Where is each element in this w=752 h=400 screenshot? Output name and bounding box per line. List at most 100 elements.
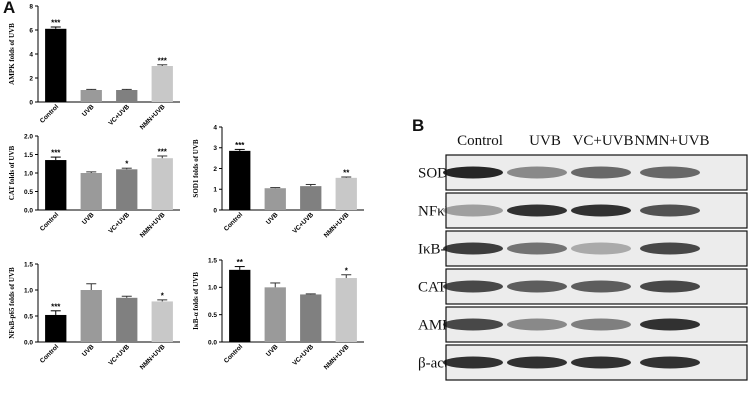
bar-NMN+UVB bbox=[151, 66, 173, 102]
y-axis-label: CAT folds of UVB bbox=[8, 145, 16, 200]
bar-Control bbox=[45, 160, 67, 210]
blot-band bbox=[640, 280, 700, 293]
y-axis-label: SOD1 folds of UVB bbox=[192, 139, 200, 197]
y-tick-label: 0 bbox=[29, 99, 33, 106]
y-tick-label: 0.5 bbox=[208, 312, 217, 319]
significance-marker: ** bbox=[237, 258, 244, 267]
y-axis-label: IκB-α folds of UVB bbox=[192, 272, 200, 330]
blot-row-label: CAT bbox=[418, 280, 446, 296]
bar-NMN+UVB bbox=[335, 278, 357, 342]
significance-marker: * bbox=[125, 160, 129, 169]
bar-VC+UVB bbox=[116, 90, 138, 102]
blot-band bbox=[507, 280, 567, 293]
bar-Control bbox=[45, 314, 67, 342]
blot-row: CAT bbox=[418, 268, 748, 305]
panel-b-label: B bbox=[412, 116, 425, 135]
y-tick-label: 2.0 bbox=[24, 133, 33, 140]
y-axis-label: NFκB-p65 folds of UVB bbox=[8, 267, 16, 339]
y-tick-label: 6 bbox=[29, 27, 33, 34]
blot-band bbox=[571, 204, 631, 217]
blot-band bbox=[507, 242, 567, 255]
blot-band bbox=[571, 280, 631, 293]
blot-row: β-actin bbox=[418, 344, 748, 381]
y-tick-label: 1.5 bbox=[24, 261, 33, 268]
significance-marker: * bbox=[161, 291, 165, 300]
significance-marker: ** bbox=[343, 169, 350, 178]
significance-marker: *** bbox=[51, 19, 61, 28]
bar-NMN+UVB bbox=[335, 177, 357, 210]
bar-UVB bbox=[80, 173, 102, 210]
bar-UVB bbox=[264, 188, 286, 210]
blot-band bbox=[507, 204, 567, 217]
y-axis-label: AMPK folds of UVB bbox=[8, 23, 16, 85]
y-tick-label: 0.0 bbox=[24, 339, 33, 346]
panel-a-label: A bbox=[3, 0, 16, 17]
bar-NMN+UVB bbox=[151, 301, 173, 342]
bar-UVB bbox=[80, 90, 102, 102]
y-tick-label: 0 bbox=[213, 207, 217, 214]
blot-band bbox=[443, 242, 503, 255]
bar-VC+UVB bbox=[116, 169, 138, 210]
significance-marker: *** bbox=[51, 302, 61, 311]
blot-row: NFκB-p65 bbox=[418, 192, 748, 229]
blot-band bbox=[571, 356, 631, 369]
blot-column-header: UVB bbox=[529, 133, 561, 149]
significance-marker: *** bbox=[158, 56, 168, 65]
bar-VC+UVB bbox=[300, 294, 322, 342]
bar-UVB bbox=[264, 287, 286, 342]
y-tick-label: 0.5 bbox=[24, 313, 33, 320]
blot-band bbox=[507, 318, 567, 331]
blot-band bbox=[640, 318, 700, 331]
blot-band bbox=[571, 166, 631, 179]
significance-marker: *** bbox=[158, 147, 168, 156]
bar-NMN+UVB bbox=[151, 158, 173, 210]
blot-column-header: VC+UVB bbox=[573, 133, 634, 149]
blot-column-header: NMN+UVB bbox=[634, 133, 709, 149]
bar-Control bbox=[229, 269, 251, 342]
blot-row-label: IκB-α bbox=[418, 242, 454, 258]
significance-marker: *** bbox=[235, 141, 245, 150]
y-tick-label: 4 bbox=[29, 51, 33, 58]
blot-band bbox=[443, 204, 503, 217]
y-tick-label: 0.0 bbox=[208, 339, 217, 346]
y-tick-label: 2 bbox=[213, 166, 217, 173]
blot-band bbox=[443, 318, 503, 331]
blot-band bbox=[443, 356, 503, 369]
y-tick-label: 0.5 bbox=[24, 189, 33, 196]
y-tick-label: 1.5 bbox=[208, 257, 217, 264]
y-tick-label: 3 bbox=[213, 145, 217, 152]
y-tick-label: 1.0 bbox=[24, 170, 33, 177]
significance-marker: *** bbox=[51, 149, 61, 158]
y-tick-label: 4 bbox=[213, 124, 217, 131]
bar-VC+UVB bbox=[300, 186, 322, 210]
blot-row: SOD1 bbox=[418, 154, 748, 191]
blot-row: IκB-α bbox=[418, 230, 748, 267]
blot-band bbox=[443, 280, 503, 293]
bar-UVB bbox=[80, 290, 102, 342]
blot-row: AMPK bbox=[418, 306, 748, 343]
y-tick-label: 2 bbox=[29, 75, 33, 82]
blot-column-header: Control bbox=[457, 133, 503, 149]
significance-marker: * bbox=[345, 266, 349, 275]
bar-VC+UVB bbox=[116, 297, 138, 342]
blot-band bbox=[640, 166, 700, 179]
blot-band bbox=[443, 166, 503, 179]
y-tick-label: 0.0 bbox=[24, 207, 33, 214]
bar-Control bbox=[45, 28, 67, 102]
y-tick-label: 1.5 bbox=[24, 152, 33, 159]
blot-band bbox=[640, 242, 700, 255]
y-tick-label: 1.0 bbox=[208, 285, 217, 292]
blot-band bbox=[640, 356, 700, 369]
y-tick-label: 8 bbox=[29, 3, 33, 10]
y-tick-label: 1.0 bbox=[24, 287, 33, 294]
bar-Control bbox=[229, 150, 251, 210]
blot-band bbox=[571, 318, 631, 331]
blot-band bbox=[640, 204, 700, 217]
blot-band bbox=[571, 242, 631, 255]
blot-band bbox=[507, 166, 567, 179]
y-tick-label: 1 bbox=[213, 187, 217, 194]
blot-band bbox=[507, 356, 567, 369]
